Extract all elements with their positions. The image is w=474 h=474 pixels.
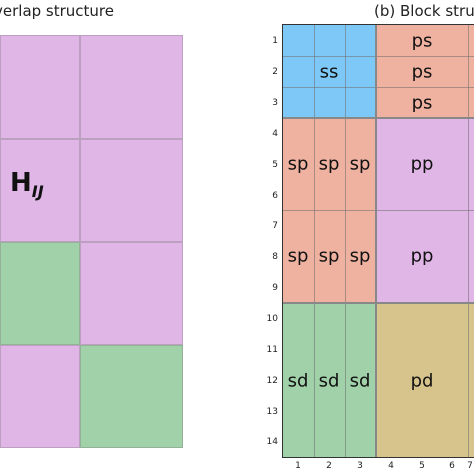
block-label-ss: ss xyxy=(319,61,339,83)
y-tick-label: 6 xyxy=(272,191,278,201)
left-cell-r4-c2 xyxy=(80,345,183,448)
block-label-ps: ps xyxy=(411,61,433,83)
block-label-pp: pp xyxy=(410,245,434,267)
grid-hline xyxy=(283,210,474,211)
block-border-v xyxy=(375,25,377,457)
grid-hline xyxy=(283,87,474,88)
plot-frame-top xyxy=(282,24,474,25)
y-tick-label: 7 xyxy=(272,221,278,231)
x-tick-label: 7 xyxy=(467,461,473,471)
block-label-sp: sp xyxy=(318,245,340,267)
y-tick-label: 13 xyxy=(266,407,278,417)
y-tick-label: 9 xyxy=(272,283,278,293)
panel-b-title: (b) Block stru xyxy=(374,2,474,20)
block-ss xyxy=(283,25,376,118)
y-axis-line xyxy=(282,24,283,458)
block-label-sp: sp xyxy=(349,245,371,267)
y-tick-label: 2 xyxy=(272,67,278,77)
block-label-sd: sd xyxy=(287,370,309,392)
y-tick-label: 12 xyxy=(266,376,278,386)
block-structure-grid: ss ps ps ps sp sp sp sp sp sp pp pp sd s… xyxy=(283,25,474,457)
x-tick-label: 3 xyxy=(357,461,363,471)
x-tick-label: 1 xyxy=(295,461,301,471)
block-label-sp: sp xyxy=(287,153,309,175)
x-tick-label: 2 xyxy=(326,461,332,471)
block-label-pd: pd xyxy=(410,370,434,392)
block-border-h xyxy=(283,117,474,119)
block-label-sd: sd xyxy=(349,370,371,392)
y-tick-label: 8 xyxy=(272,252,278,262)
left-cell-r2-c1 xyxy=(0,139,80,242)
left-cell-r1-c1 xyxy=(0,35,80,139)
block-label-sd: sd xyxy=(318,370,340,392)
block-label-ps: ps xyxy=(411,92,433,114)
left-cell-r3-c2 xyxy=(80,242,183,345)
y-tick-label: 10 xyxy=(266,314,278,324)
grid-vline xyxy=(468,25,469,457)
left-cell-r2-c2 xyxy=(80,139,183,242)
block-label-sp: sp xyxy=(349,153,371,175)
y-tick-label: 1 xyxy=(272,36,278,46)
y-tick-label: 14 xyxy=(266,437,278,447)
y-tick-label: 5 xyxy=(272,160,278,170)
y-tick-label: 11 xyxy=(266,345,278,355)
block-label-sp: sp xyxy=(318,153,340,175)
panel-a-title: verlap structure xyxy=(0,2,114,20)
h-ij-label: HIJ xyxy=(10,168,44,202)
y-tick-label: 4 xyxy=(272,129,278,139)
x-tick-label: 4 xyxy=(388,461,394,471)
block-label-pp: pp xyxy=(410,153,434,175)
grid-vline xyxy=(314,25,315,457)
block-label-ps: ps xyxy=(411,30,433,52)
grid-vline xyxy=(345,25,346,457)
x-axis-line xyxy=(282,457,474,458)
block-pd-region xyxy=(376,303,474,457)
grid-hline xyxy=(283,56,474,57)
left-cell-r3-c1 xyxy=(0,242,80,345)
left-cell-r4-c1 xyxy=(0,345,80,448)
y-tick-label: 3 xyxy=(272,98,278,108)
block-sd-region xyxy=(283,303,376,457)
x-tick-label: 5 xyxy=(419,461,425,471)
block-ps-region xyxy=(376,25,474,118)
left-cell-r1-c2 xyxy=(80,35,183,139)
block-border-h xyxy=(283,302,474,304)
x-tick-label: 6 xyxy=(449,461,455,471)
block-label-sp: sp xyxy=(287,245,309,267)
